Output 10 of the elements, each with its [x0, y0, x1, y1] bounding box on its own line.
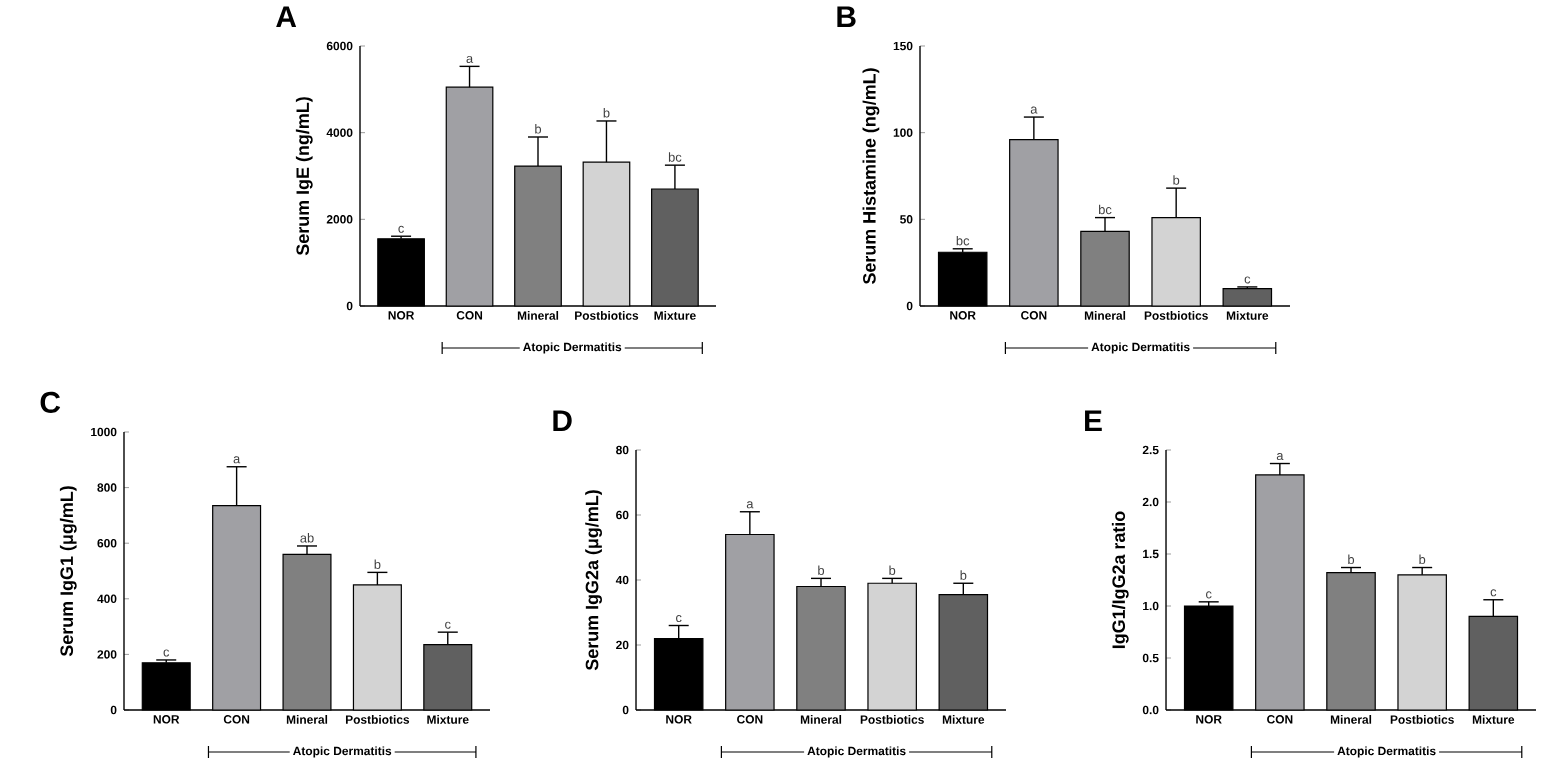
- chart-title: C: [40, 391, 61, 413]
- chart-title: B: [837, 6, 856, 27]
- y-axis-title: IgG1/IgG2a ratio: [1111, 511, 1129, 649]
- y-axis-title: Serum Histamine (ng/mL): [862, 68, 880, 285]
- y-axis-title: Serum IgE (ng/mL): [295, 97, 313, 256]
- chart-title: D: [553, 410, 572, 431]
- chart-title: A: [276, 6, 297, 27]
- chart-title: E: [1085, 410, 1102, 431]
- y-axis-title: Serum IgG2a (μg/mL): [585, 490, 602, 671]
- y-axis-title: Serum IgG1 (μg/mL): [59, 486, 77, 657]
